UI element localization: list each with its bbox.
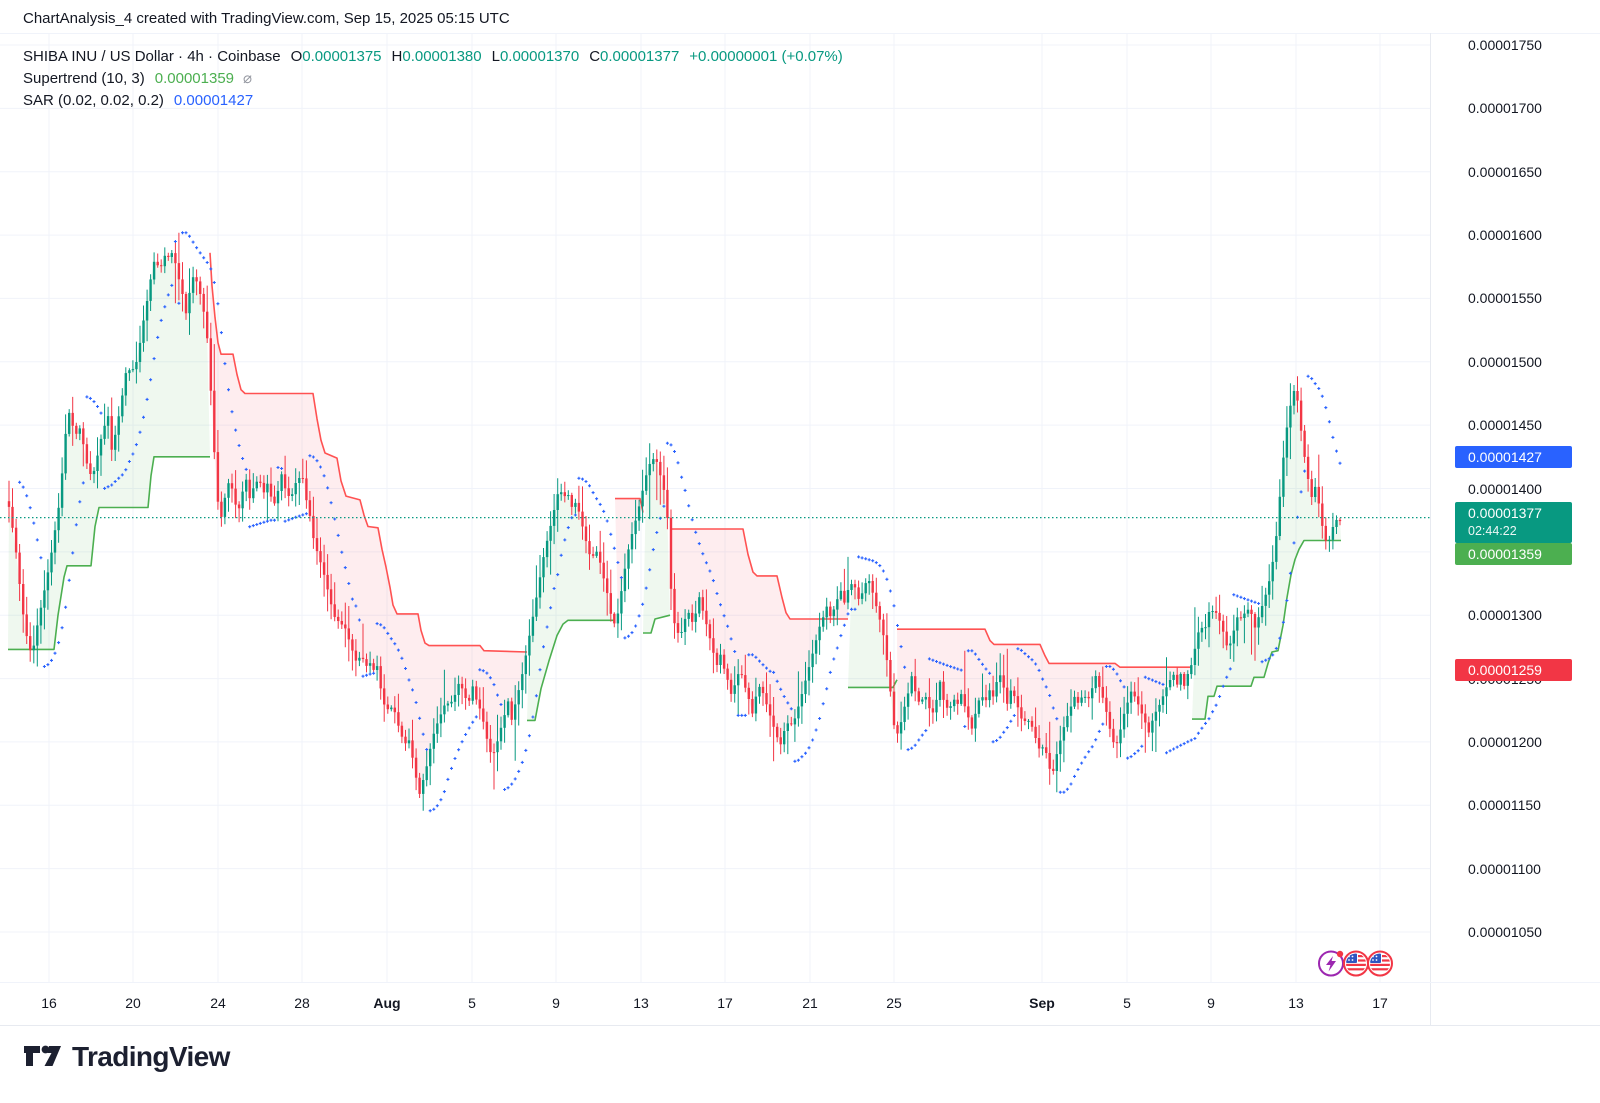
time-axis-label: 21 xyxy=(802,995,818,1011)
sar-label: SAR (0.02, 0.02, 0.2) xyxy=(23,91,164,109)
price-axis-label: 0.00001100 xyxy=(1468,861,1541,877)
time-axis-label: 9 xyxy=(552,995,560,1011)
tradingview-logo[interactable]: TradingView xyxy=(22,1040,230,1073)
ohlc-close: C0.00001377 xyxy=(589,47,680,65)
time-axis-label: 13 xyxy=(633,995,649,1011)
supertrend-empty-icon: ⌀ xyxy=(243,70,253,87)
supertrend-value: 0.00001359 xyxy=(154,69,234,87)
time-axis-label: 9 xyxy=(1207,995,1215,1011)
parabolic-sar-dots xyxy=(18,231,1342,813)
price-axis-label: 0.00001650 xyxy=(1468,164,1542,180)
price-change: +0.00000001 (+0.07%) xyxy=(689,47,843,65)
price-axis-label: 0.00001500 xyxy=(1468,354,1542,370)
symbol-title: SHIBA INU / US Dollar · 4h · Coinbase xyxy=(23,47,281,65)
price-axis-label: 0.00001600 xyxy=(1468,227,1542,243)
time-axis-label: Aug xyxy=(373,995,401,1011)
price-axis-label: 0.00001150 xyxy=(1468,797,1541,813)
price-axis-label: 0.00001300 xyxy=(1468,607,1542,623)
economic-events-group xyxy=(1318,950,1393,977)
ohlc-high: H0.00001380 xyxy=(391,47,482,65)
time-axis-label: 13 xyxy=(1288,995,1304,1011)
supertrend-label: Supertrend (10, 3) xyxy=(23,69,145,87)
time-axis-label: 20 xyxy=(125,995,141,1011)
price-axis-label: 0.00001700 xyxy=(1468,100,1542,116)
supertrend-fills xyxy=(8,252,1341,794)
price-axis-label: 0.00001750 xyxy=(1468,37,1542,53)
price-axis-label: 0.00001550 xyxy=(1468,290,1542,306)
us-flag-event-icon[interactable] xyxy=(1343,950,1369,977)
last-price-badge: 0.00001377 02:44:22 xyxy=(1455,502,1572,543)
time-axis-label: 17 xyxy=(1372,995,1388,1011)
sar-value: 0.00001427 xyxy=(173,91,254,109)
time-axis-label: Sep xyxy=(1029,995,1055,1011)
price-axis-label: 0.00001450 xyxy=(1468,417,1542,433)
legend-supertrend-row[interactable]: Supertrend (10, 3) 0.00001359 ⌀ xyxy=(23,67,843,89)
countdown-timer: 02:44:22 xyxy=(1468,524,1517,538)
ohlc-open: O0.00001375 xyxy=(290,47,382,65)
supertrend-down-price-badge: 0.00001259 xyxy=(1455,659,1572,681)
export-caption: ChartAnalysis_4 created with TradingView… xyxy=(23,10,510,27)
time-axis-label: 5 xyxy=(468,995,476,1011)
price-axis-label: 0.00001200 xyxy=(1468,734,1542,750)
time-axis-label: 5 xyxy=(1123,995,1131,1011)
time-axis-label: 24 xyxy=(210,995,226,1011)
gridlines xyxy=(0,33,1430,982)
event-notification-dot xyxy=(1336,950,1344,958)
ohlc-low: L0.00001370 xyxy=(491,47,580,65)
supertrend-up-price-badge: 0.00001359 xyxy=(1455,543,1572,565)
time-axis-label: 16 xyxy=(41,995,57,1011)
sar-price-badge: 0.00001427 xyxy=(1455,446,1572,468)
price-axis-border xyxy=(1430,33,1431,1025)
supertrend-lines xyxy=(8,252,1341,722)
time-axis-label: 17 xyxy=(717,995,733,1011)
legend-symbol-row[interactable]: SHIBA INU / US Dollar · 4h · Coinbase O0… xyxy=(23,45,843,67)
us-flag-event-icon-2[interactable] xyxy=(1367,950,1393,977)
time-axis-label: 25 xyxy=(886,995,902,1011)
chart-legend: SHIBA INU / US Dollar · 4h · Coinbase O0… xyxy=(23,45,843,111)
time-axis-top-border xyxy=(0,982,1600,983)
price-axis-label: 0.00001400 xyxy=(1468,481,1542,497)
time-axis-bottom-border xyxy=(0,1025,1600,1026)
tradingview-logo-text: TradingView xyxy=(72,1040,230,1072)
time-axis-label: 28 xyxy=(294,995,310,1011)
price-axis-label: 0.00001050 xyxy=(1468,924,1542,940)
candles xyxy=(7,232,1342,811)
tradingview-logo-mark xyxy=(24,1045,61,1066)
chart-top-border xyxy=(0,33,1600,34)
legend-sar-row[interactable]: SAR (0.02, 0.02, 0.2) 0.00001427 xyxy=(23,89,843,111)
